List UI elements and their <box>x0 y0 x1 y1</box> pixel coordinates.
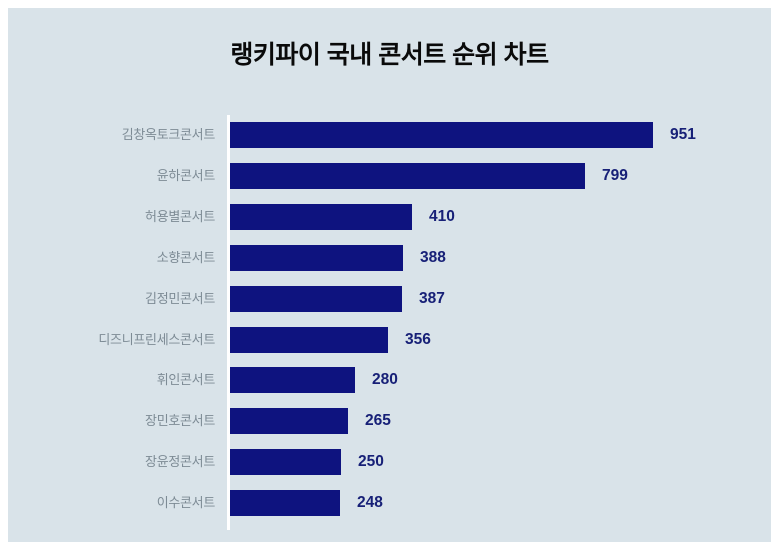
y-axis-line <box>227 115 230 530</box>
bar-category-label: 허용별콘서트 <box>145 208 215 224</box>
bar-row: 허용별콘서트 410 <box>8 203 771 230</box>
bar <box>230 326 388 353</box>
bar-value-label: 250 <box>358 453 384 471</box>
bar-value-label: 356 <box>405 330 431 348</box>
bar-row: 소향콘서트 388 <box>8 244 771 271</box>
bar-row: 휘인콘서트 280 <box>8 367 771 394</box>
chart-panel: 랭키파이 국내 콘서트 순위 차트 김창옥토크콘서트 951 윤하콘서트 799… <box>8 8 771 542</box>
bar-value-label: 248 <box>357 494 383 512</box>
bar-category-label: 김정민콘서트 <box>145 290 215 306</box>
bar-category-label: 장윤정콘서트 <box>145 454 215 470</box>
bar-row: 김창옥토크콘서트 951 <box>8 122 771 148</box>
chart-title: 랭키파이 국내 콘서트 순위 차트 <box>230 41 549 69</box>
bar-row: 장민호콘서트 265 <box>8 408 771 435</box>
bar-row: 디즈니프린세스콘서트 356 <box>8 326 771 353</box>
bar <box>230 367 355 394</box>
bar-value-label: 280 <box>372 371 398 389</box>
bar-value-label: 388 <box>420 248 446 266</box>
bar-value-label: 951 <box>670 126 696 143</box>
bar <box>230 203 412 230</box>
bar-category-label: 이수콘서트 <box>156 495 216 511</box>
bar-category-label: 휘인콘서트 <box>156 372 216 388</box>
bar <box>230 285 402 312</box>
bar-row: 윤하콘서트 799 <box>8 162 771 189</box>
bar <box>230 244 403 271</box>
bar <box>230 449 341 476</box>
bar <box>230 122 653 148</box>
bar-category-label: 김창옥토크콘서트 <box>121 127 216 142</box>
bar-value-label: 799 <box>602 166 628 184</box>
bar-row: 장윤정콘서트 250 <box>8 449 771 476</box>
bar <box>230 490 340 517</box>
bar-value-label: 265 <box>365 412 391 430</box>
bar-chart-plot-area: 김창옥토크콘서트 951 윤하콘서트 799 허용별콘서트 410 소향콘서트 … <box>8 115 771 530</box>
bar <box>230 162 585 189</box>
bar-value-label: 410 <box>429 207 455 225</box>
bar-row: 김정민콘서트 387 <box>8 285 771 312</box>
bar-category-label: 윤하콘서트 <box>156 167 216 183</box>
bar-category-label: 장민호콘서트 <box>145 413 215 429</box>
bar <box>230 408 348 435</box>
bar-value-label: 387 <box>419 289 445 307</box>
bar-category-label: 소향콘서트 <box>156 249 216 265</box>
bar-category-label: 디즈니프린세스콘서트 <box>98 331 215 347</box>
bar-row: 이수콘서트 248 <box>8 490 771 517</box>
